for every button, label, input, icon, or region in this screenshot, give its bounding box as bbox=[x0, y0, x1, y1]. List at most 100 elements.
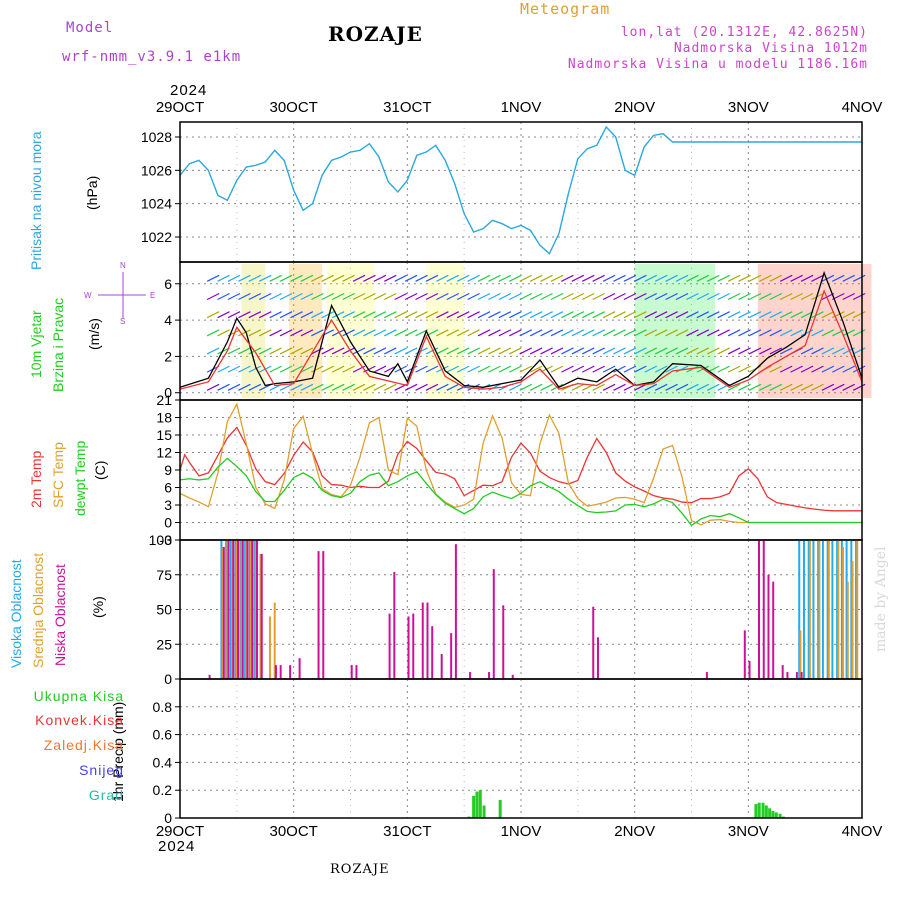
bar-clouds bbox=[259, 553, 262, 679]
bar-clouds bbox=[705, 672, 708, 679]
bar-clouds bbox=[851, 560, 854, 679]
wind-barb bbox=[519, 311, 533, 319]
wind-barb bbox=[821, 347, 835, 355]
wind-barb bbox=[373, 274, 387, 282]
wind-barb bbox=[821, 383, 835, 391]
wind-barb bbox=[217, 292, 230, 301]
wind-barb-band bbox=[757, 264, 872, 398]
wind-barb bbox=[415, 292, 428, 301]
wind-barb bbox=[821, 365, 835, 373]
y-tick-label: 0.2 bbox=[153, 782, 173, 798]
wind-barb bbox=[279, 274, 293, 282]
wind-barb bbox=[592, 329, 605, 337]
wind-barb bbox=[779, 383, 793, 391]
wind-barb bbox=[644, 347, 658, 355]
bar-clouds bbox=[454, 544, 457, 679]
wind-barb bbox=[477, 311, 491, 319]
wind-barb bbox=[654, 347, 668, 355]
wind-barb bbox=[654, 383, 668, 391]
wind-barb bbox=[446, 383, 460, 391]
wind-barb bbox=[644, 292, 658, 301]
wind-barb bbox=[342, 383, 355, 391]
bar-clouds bbox=[274, 665, 277, 679]
wind-barb bbox=[238, 292, 251, 301]
wind-barb bbox=[519, 274, 533, 282]
wind-barb bbox=[290, 383, 303, 391]
bar-clouds bbox=[248, 540, 251, 679]
bar-clouds bbox=[222, 546, 225, 679]
wind-barb bbox=[404, 329, 418, 337]
wind-barb bbox=[842, 292, 856, 301]
wind-barb bbox=[592, 365, 605, 373]
wind-barb bbox=[477, 365, 491, 373]
wind-barb bbox=[269, 274, 282, 282]
bar-clouds bbox=[231, 540, 234, 679]
wind-barb bbox=[384, 311, 397, 319]
wind-barb bbox=[217, 365, 230, 373]
wind-barb bbox=[311, 365, 324, 373]
bar-clouds bbox=[255, 540, 258, 679]
compass-e-label: E bbox=[150, 291, 155, 300]
wind-barb bbox=[540, 347, 553, 355]
wind-barb bbox=[415, 329, 428, 337]
wind-barb bbox=[238, 365, 251, 373]
bar-clouds bbox=[268, 616, 271, 679]
wind-barb bbox=[800, 329, 814, 337]
bar-clouds bbox=[799, 630, 802, 679]
wind-barb bbox=[821, 329, 835, 337]
wind-barb bbox=[436, 383, 449, 391]
wind-barb bbox=[550, 292, 564, 301]
bar-clouds bbox=[225, 540, 228, 679]
wind-barb bbox=[696, 383, 710, 391]
bar-clouds bbox=[232, 540, 235, 679]
wind-barb bbox=[311, 383, 324, 391]
wind-barb bbox=[644, 329, 658, 337]
wind-barb bbox=[613, 311, 626, 319]
wind-barb bbox=[811, 274, 824, 282]
meteogram-label: Meteogram bbox=[520, 0, 611, 18]
series-line-pritisak-na-nivou-mora bbox=[179, 125, 862, 255]
wind-barb bbox=[342, 365, 355, 373]
wind-barb bbox=[248, 292, 262, 301]
wind-barb-band bbox=[326, 264, 375, 398]
wind-barb bbox=[540, 383, 553, 391]
wind-barb bbox=[352, 329, 366, 337]
wind-barb bbox=[592, 311, 605, 319]
wind-barb bbox=[311, 329, 324, 337]
wind-barb bbox=[498, 347, 512, 355]
wind-barb bbox=[477, 292, 491, 301]
wind-barb bbox=[717, 311, 730, 319]
wind-barb bbox=[842, 365, 856, 373]
wind-barb bbox=[446, 329, 460, 337]
wind-barb bbox=[571, 347, 585, 355]
wind-barb bbox=[456, 311, 470, 319]
bar-precip bbox=[498, 799, 502, 818]
wind-barb bbox=[373, 292, 387, 301]
wind-barb bbox=[665, 274, 678, 282]
wind-barb bbox=[425, 311, 439, 319]
wind-barb bbox=[707, 292, 720, 301]
wind-barb bbox=[571, 292, 585, 301]
bar-clouds bbox=[845, 540, 848, 679]
wind-barb bbox=[488, 311, 501, 319]
wind-barb bbox=[425, 347, 439, 355]
bar-precip bbox=[774, 812, 778, 818]
x-tick-label-top: 2NOV bbox=[614, 99, 655, 116]
wind-barb bbox=[665, 292, 678, 301]
wind-barb bbox=[852, 347, 866, 355]
x-tick-label-bottom: 4NOV bbox=[842, 823, 883, 840]
wind-barb bbox=[227, 365, 241, 373]
wind-barb bbox=[592, 274, 605, 282]
wind-barb bbox=[581, 274, 595, 282]
bar-clouds bbox=[817, 540, 820, 679]
x-tick-label-top: 4NOV bbox=[842, 99, 883, 116]
wind-barb bbox=[665, 383, 678, 391]
wind-barb bbox=[477, 274, 491, 282]
wind-barb bbox=[561, 365, 574, 373]
series-line-dewpt-temp bbox=[179, 457, 862, 527]
wind-barb bbox=[832, 274, 845, 282]
bar-precip bbox=[761, 802, 765, 818]
y-tick-label: 9 bbox=[164, 462, 172, 478]
bar-clouds bbox=[818, 540, 821, 679]
